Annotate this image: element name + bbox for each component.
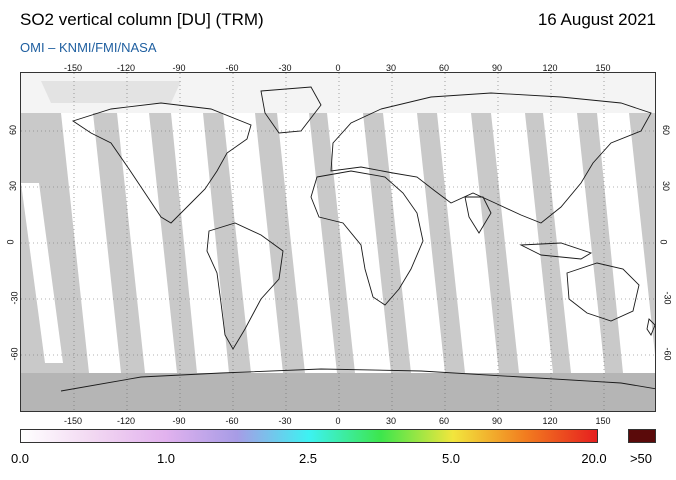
lon-tick-bottom: -120 bbox=[116, 416, 136, 426]
colorbar-overflow-swatch bbox=[628, 429, 656, 443]
colorbar-label: 5.0 bbox=[441, 451, 461, 466]
lon-tick-top: -150 bbox=[63, 63, 83, 73]
so2-colorbar bbox=[20, 429, 598, 443]
orbit-swath bbox=[21, 183, 63, 363]
graticule bbox=[21, 73, 655, 411]
lon-tick-bottom: 90 bbox=[491, 416, 503, 426]
lon-tick-top: 120 bbox=[542, 63, 558, 73]
antarctica bbox=[21, 373, 655, 411]
map-title: SO2 vertical column [DU] (TRM) bbox=[20, 10, 264, 29]
lon-tick-bottom: 30 bbox=[385, 416, 397, 426]
lat-tick-left: -60 bbox=[9, 347, 20, 361]
orbit-swath bbox=[277, 113, 337, 373]
north-america-outline bbox=[71, 102, 252, 224]
orbit-swath bbox=[437, 113, 499, 373]
lat-tick-right: -60 bbox=[662, 347, 673, 361]
lon-tick-top: -60 bbox=[225, 63, 239, 73]
lon-tick-top: -120 bbox=[116, 63, 136, 73]
lon-tick-bottom: 120 bbox=[542, 416, 558, 426]
lat-tick-left: 30 bbox=[8, 180, 19, 192]
orbit-swath bbox=[117, 113, 177, 373]
world-map bbox=[21, 73, 655, 411]
lon-tick-top: -90 bbox=[172, 63, 186, 73]
india-outline bbox=[464, 196, 492, 234]
greenland-outline bbox=[260, 86, 322, 134]
lat-tick-right: -30 bbox=[662, 291, 673, 305]
lon-tick-bottom: -150 bbox=[63, 416, 83, 426]
coastlines bbox=[60, 86, 655, 392]
orbit-swath bbox=[597, 113, 655, 373]
lat-tick-left: 60 bbox=[8, 124, 19, 136]
antarctica-outline bbox=[60, 368, 655, 392]
lon-tick-top: 30 bbox=[385, 63, 397, 73]
data-credit: OMI – KNMI/FMI/NASA bbox=[20, 40, 157, 55]
colorbar-label: >50 bbox=[629, 451, 653, 466]
lon-tick-bottom: -60 bbox=[225, 416, 239, 426]
lon-tick-top: 0 bbox=[335, 63, 341, 73]
lat-tick-right: 30 bbox=[661, 180, 672, 192]
indonesia-outline bbox=[519, 242, 593, 260]
lon-tick-top: 60 bbox=[438, 63, 450, 73]
lat-tick-right: 0 bbox=[658, 239, 669, 245]
map-date: 16 August 2021 bbox=[537, 10, 656, 29]
lon-tick-top: 150 bbox=[595, 63, 611, 73]
eurasia-outline bbox=[330, 92, 652, 224]
orbit-swath bbox=[491, 113, 553, 373]
lat-tick-left: -30 bbox=[9, 291, 20, 305]
lon-tick-bottom: -90 bbox=[172, 416, 186, 426]
lon-tick-bottom: 150 bbox=[595, 416, 611, 426]
new-zealand-outline bbox=[646, 318, 655, 336]
arctic-gap bbox=[41, 81, 181, 103]
orbit-swath bbox=[543, 113, 605, 373]
colorbar-label: 2.5 bbox=[298, 451, 318, 466]
lon-tick-top: 90 bbox=[491, 63, 503, 73]
lon-tick-bottom: 60 bbox=[438, 416, 450, 426]
lat-tick-left: 0 bbox=[5, 239, 16, 245]
colorbar-label: 0.0 bbox=[10, 451, 30, 466]
lon-tick-bottom: -30 bbox=[278, 416, 292, 426]
colorbar-label: 20.0 bbox=[581, 451, 607, 466]
lon-tick-top: -30 bbox=[278, 63, 292, 73]
orbit-swath bbox=[61, 113, 121, 373]
so2-map bbox=[20, 72, 656, 412]
africa-outline bbox=[310, 170, 424, 306]
lon-tick-bottom: 0 bbox=[335, 416, 341, 426]
colorbar-label: 1.0 bbox=[156, 451, 176, 466]
orbit-swath bbox=[171, 113, 229, 373]
australia-outline bbox=[566, 262, 640, 322]
orbit-swath bbox=[383, 113, 445, 373]
lat-tick-right: 60 bbox=[661, 124, 672, 136]
south-america-outline bbox=[206, 222, 284, 350]
